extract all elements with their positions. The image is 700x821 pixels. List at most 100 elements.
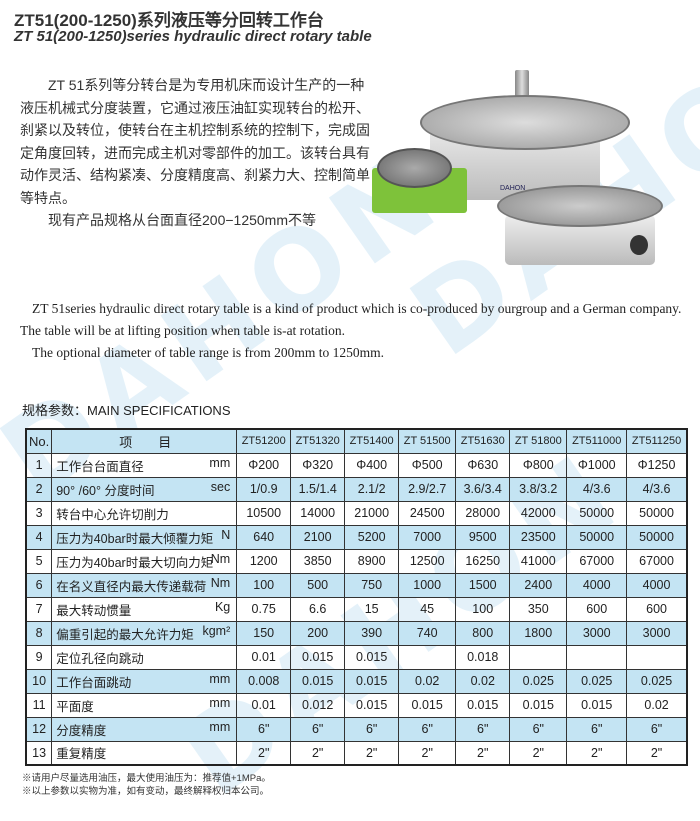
table-cell: 10500 <box>236 500 292 526</box>
page-title-en: ZT 51(200-1250)series hydraulic direct r… <box>14 28 372 45</box>
table-row: 5 Nm 压力为40bar时最大切向力矩 1200 3850 8900 12500 16250… <box>25 548 688 574</box>
table-cell: 640 <box>236 524 292 550</box>
row-item: Kg 最大转动惯量 <box>51 596 238 622</box>
table-cell: 740 <box>398 620 457 646</box>
table-row: 11 mm 平面度 0.01 0.012 0.015 0.015 0.015 0.015 0.01… <box>25 692 688 718</box>
table-cell: 2400 <box>509 572 568 598</box>
row-no: 2 <box>25 476 53 502</box>
product-image-medium-table <box>497 185 663 265</box>
row-no: 12 <box>25 716 53 742</box>
table-cell: 2" <box>626 740 688 766</box>
table-cell <box>398 644 457 670</box>
table-cell: 0.01 <box>236 692 292 718</box>
row-item-label: 转台中心允许切削力 <box>56 507 169 522</box>
row-no: 4 <box>25 524 53 550</box>
table-cell: Φ500 <box>398 452 457 478</box>
row-item-label: 工作台面跳动 <box>56 675 132 690</box>
table-cell: 9500 <box>455 524 511 550</box>
table-cell: Φ630 <box>455 452 511 478</box>
table-cell: Φ1000 <box>566 452 628 478</box>
table-cell: 800 <box>455 620 511 646</box>
table-cell: 2100 <box>290 524 346 550</box>
table-cell: 750 <box>344 572 400 598</box>
description-paragraph: 现有产品规格从台面直径200−1250mm不等 <box>48 212 317 228</box>
table-cell: 42000 <box>509 500 568 526</box>
row-item-label: 90° /60° 分度时间 <box>56 483 155 498</box>
table-row: 3 转台中心允许切削力 10500 14000 21000 24500 28000 42000… <box>25 500 688 526</box>
table-cell: 1.5/1.4 <box>290 476 346 502</box>
row-item: sec 90° /60° 分度时间 <box>51 476 238 502</box>
row-item-label: 偏重引起的最大允许力矩 <box>56 627 194 642</box>
table-cell: 6.6 <box>290 596 346 622</box>
table-cell: 50000 <box>626 524 688 550</box>
row-item-label: 平面度 <box>56 699 94 714</box>
table-row: 7 Kg 最大转动惯量 0.75 6.6 15 45 100 350 600 600 <box>25 596 688 622</box>
table-cell: 41000 <box>509 548 568 574</box>
table-row: 13 重复精度 2" 2" 2" 2" 2" 2" 2" 2" <box>25 740 688 766</box>
table-header-row: No. 项 目 ZT51200 ZT51320 ZT51400 ZT 51500 ZT516… <box>25 428 688 454</box>
table-cell: 0.015 <box>344 644 400 670</box>
table-cell: 8900 <box>344 548 400 574</box>
table-cell: 45 <box>398 596 457 622</box>
table-cell: 0.75 <box>236 596 292 622</box>
table-cell: 2" <box>344 740 400 766</box>
table-cell: 6" <box>455 716 511 742</box>
table-cell: 100 <box>455 596 511 622</box>
notes: ※请用户尽量选用油压，最大使用油压为：推荐值+1MPa。 ※以上参数以实物为准，… <box>22 772 271 798</box>
row-no: 9 <box>25 644 53 670</box>
product-image-large-table: DAHON <box>420 70 630 207</box>
table-cell: 2" <box>509 740 568 766</box>
table-cell: 50000 <box>566 500 628 526</box>
table-cell: 21000 <box>344 500 400 526</box>
table-row: 6 Nm 在名义直径内最大传递载荷 100 500 750 1000 1500 2400 4000… <box>25 572 688 598</box>
row-item: mm 工作台台面直径 <box>51 452 238 478</box>
table-cell: 1200 <box>236 548 292 574</box>
table-cell: 6" <box>344 716 400 742</box>
row-unit: mm <box>209 671 231 686</box>
table-cell: 600 <box>566 596 628 622</box>
row-unit: mm <box>209 695 231 710</box>
row-item-label: 压力为40bar时最大切向力矩 <box>56 555 214 570</box>
row-unit: mm <box>209 455 231 470</box>
table-cell: 0.015 <box>344 668 400 694</box>
table-cell: 0.02 <box>398 668 457 694</box>
row-unit: sec <box>210 479 231 494</box>
row-unit: kgm² <box>202 623 231 638</box>
table-cell: 0.012 <box>290 692 346 718</box>
table-cell: 4000 <box>566 572 628 598</box>
row-no: 6 <box>25 572 53 598</box>
header-model: ZT511000 <box>566 428 628 454</box>
table-cell: 600 <box>626 596 688 622</box>
header-model: ZT511250 <box>626 428 688 454</box>
row-item-label: 在名义直径内最大传递载荷 <box>56 579 207 594</box>
table-cell: Φ200 <box>236 452 292 478</box>
table-cell: 67000 <box>626 548 688 574</box>
table-cell: 0.015 <box>344 692 400 718</box>
description-cn: ZT 51系列等分转台是为专用机床而设计生产的一种液压机械式分度装置，它通过液压… <box>20 74 370 232</box>
row-no: 7 <box>25 596 53 622</box>
table-cell: 5200 <box>344 524 400 550</box>
table-cell: 4000 <box>626 572 688 598</box>
table-cell: 0.02 <box>455 668 511 694</box>
table-cell: 390 <box>344 620 400 646</box>
table-row: 12 mm 分度精度 6" 6" 6" 6" 6" 6" 6" 6" <box>25 716 688 742</box>
table-cell: Φ1250 <box>626 452 688 478</box>
table-cell: 2" <box>236 740 292 766</box>
row-item-label: 重复精度 <box>56 747 107 762</box>
table-cell: Φ400 <box>344 452 400 478</box>
table-cell: 23500 <box>509 524 568 550</box>
table-cell: 4/3.6 <box>626 476 688 502</box>
header-model: ZT51400 <box>344 428 400 454</box>
table-cell: 1/0.9 <box>236 476 292 502</box>
row-unit: Nm <box>210 575 231 590</box>
product-image-small-table <box>372 148 467 213</box>
row-item: 重复精度 <box>51 740 238 766</box>
table-cell: 1500 <box>455 572 511 598</box>
row-unit: N <box>221 527 231 542</box>
row-no: 8 <box>25 620 53 646</box>
table-cell: 500 <box>290 572 346 598</box>
table-cell <box>509 644 568 670</box>
row-no: 1 <box>25 452 53 478</box>
table-cell: 150 <box>236 620 292 646</box>
row-item-label: 压力为40bar时最大倾覆力矩 <box>56 531 214 546</box>
